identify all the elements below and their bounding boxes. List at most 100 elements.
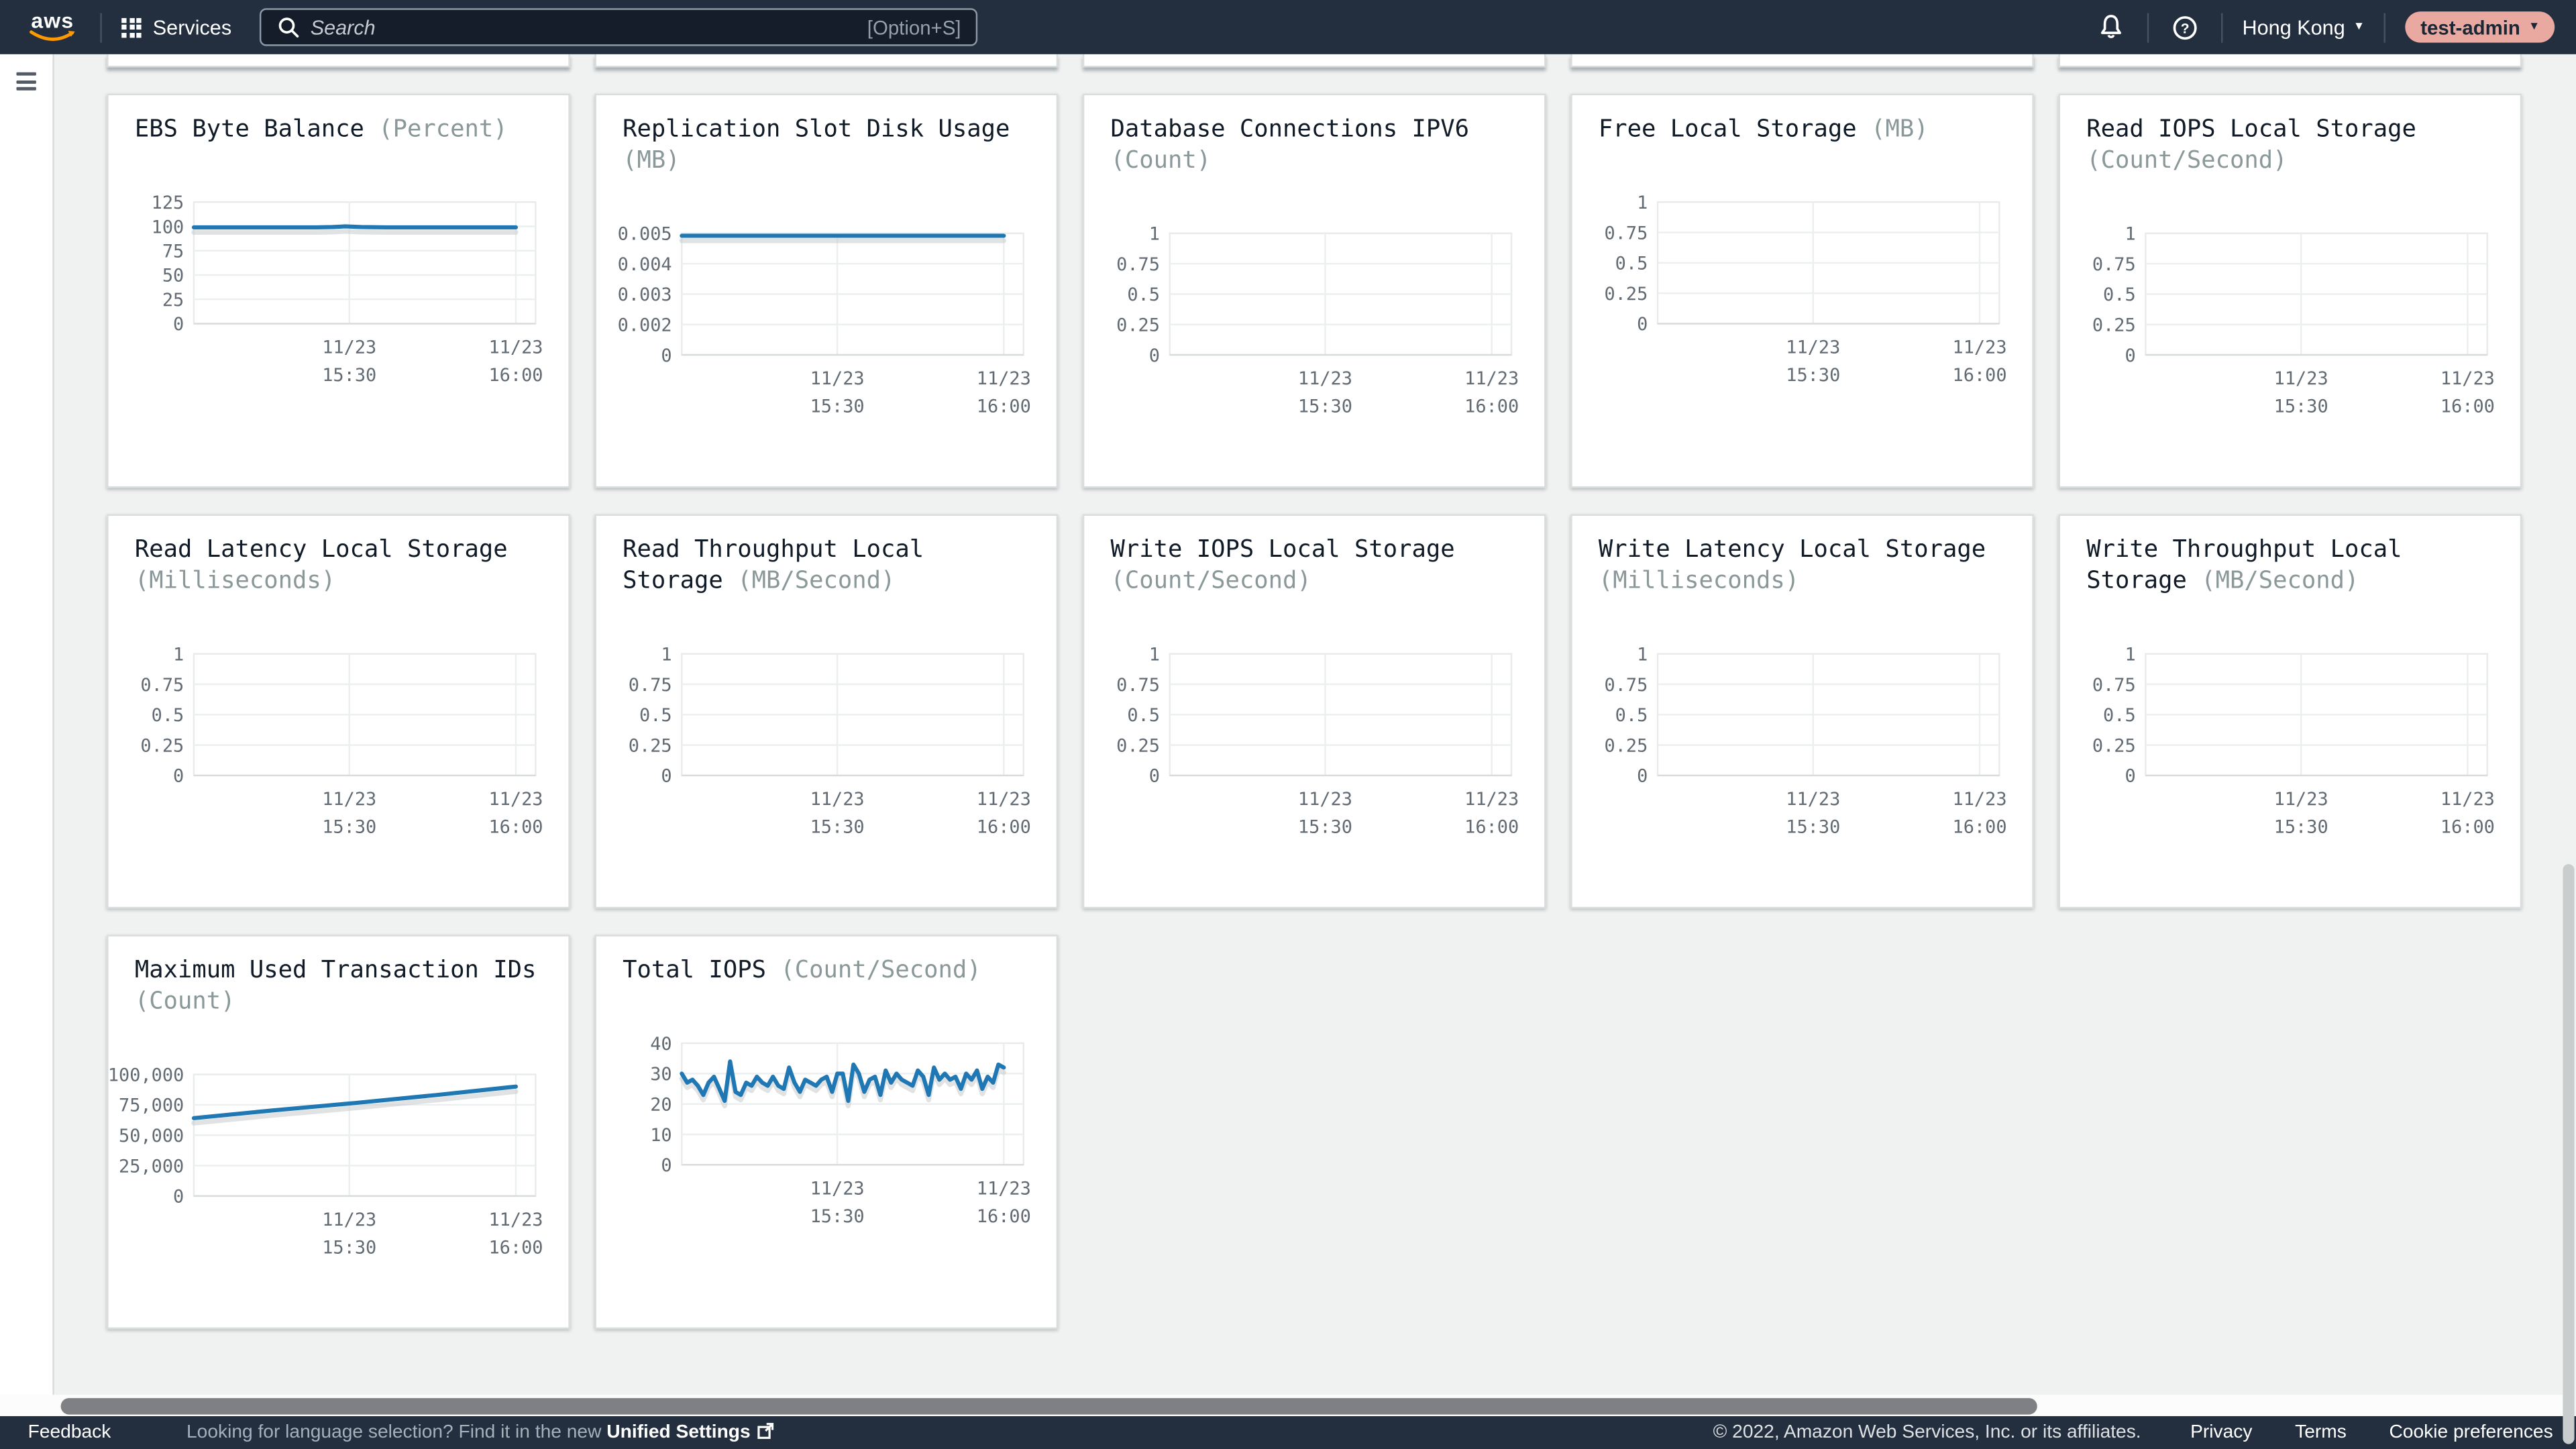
svg-text:0: 0 bbox=[1637, 314, 1648, 335]
svg-text:11/23: 11/23 bbox=[488, 1210, 543, 1230]
metric-title-text: Read Latency Local Storage bbox=[134, 537, 508, 564]
svg-text:15:30: 15:30 bbox=[1298, 396, 1352, 417]
metric-title: Database Connections IPV6 (Count) bbox=[1084, 95, 1544, 177]
help-button[interactable]: ? bbox=[2168, 14, 2201, 40]
account-label: test-admin bbox=[2420, 15, 2520, 39]
horizontal-scrollbar-thumb[interactable] bbox=[60, 1397, 2037, 1414]
vertical-scrollbar-thumb[interactable] bbox=[2562, 864, 2574, 1444]
side-menu-toggle[interactable] bbox=[16, 72, 36, 91]
metric-title: Write IOPS Local Storage (Count/Second) bbox=[1084, 516, 1544, 598]
svg-text:1: 1 bbox=[1637, 644, 1648, 665]
help-icon: ? bbox=[2173, 15, 2197, 39]
divider bbox=[2384, 12, 2386, 42]
metric-chart: 1 0.75 0.5 0.25 0 11/23 15:30 11/23 16:00 bbox=[629, 644, 1031, 838]
metric-chart: 0.005 0.004 0.003 0.002 0 11/23 15:30 11/23 16:0… bbox=[618, 224, 1031, 417]
metric-title: Total IOPS (Count/Second) bbox=[596, 936, 1057, 987]
divider bbox=[2147, 12, 2149, 42]
footer: Feedback Looking for language selection?… bbox=[0, 1416, 2576, 1449]
svg-text:11/23: 11/23 bbox=[1952, 789, 2006, 810]
svg-text:100: 100 bbox=[152, 217, 184, 237]
svg-text:?: ? bbox=[2180, 20, 2189, 36]
metric-title: Read Latency Local Storage (Milliseconds… bbox=[109, 516, 569, 598]
svg-text:15:30: 15:30 bbox=[1786, 365, 1840, 386]
metric-card: Database Connections IPV6 (Count) 1 0.75 0… bbox=[1082, 93, 1546, 488]
chevron-down-icon: ▼ bbox=[2353, 21, 2365, 33]
svg-text:0: 0 bbox=[1637, 766, 1648, 787]
svg-text:50: 50 bbox=[162, 266, 184, 286]
metric-chart: 1 0.75 0.5 0.25 0 11/23 15:30 11/23 16:00 bbox=[1604, 644, 2006, 838]
bell-icon bbox=[2100, 15, 2121, 38]
svg-text:11/23: 11/23 bbox=[2274, 789, 2328, 810]
divider bbox=[2220, 12, 2223, 42]
metric-title-text: Write Throughput Local Storage bbox=[2086, 537, 2402, 595]
metric-title-text: Read Throughput Local Storage bbox=[623, 537, 924, 595]
metric-unit-text: (Percent) bbox=[378, 116, 508, 144]
metric-card: Write IOPS Local Storage (Count/Second) … bbox=[1082, 514, 1546, 909]
svg-text:20: 20 bbox=[650, 1095, 672, 1116]
metric-unit-text: (Count) bbox=[134, 989, 235, 1016]
svg-text:16:00: 16:00 bbox=[2440, 396, 2495, 417]
metric-chart: 40 30 20 10 0 11/23 15:30 11/23 16:00 bbox=[650, 1034, 1031, 1227]
metric-title-text: EBS Byte Balance bbox=[134, 116, 379, 144]
svg-text:15:30: 15:30 bbox=[810, 1206, 865, 1227]
svg-text:75: 75 bbox=[162, 241, 184, 262]
svg-text:0: 0 bbox=[661, 1155, 672, 1176]
svg-text:0.004: 0.004 bbox=[618, 254, 672, 275]
metric-chart: 1 0.75 0.5 0.25 0 11/23 15:30 11/23 16:00 bbox=[1604, 193, 2006, 386]
svg-text:0.75: 0.75 bbox=[629, 675, 672, 696]
svg-text:15:30: 15:30 bbox=[1298, 817, 1352, 838]
svg-text:0: 0 bbox=[661, 766, 672, 787]
privacy-link[interactable]: Privacy bbox=[2190, 1422, 2253, 1443]
charts-grid: EBS Byte Balance (Percent) 125 100 75 50 25 0… bbox=[107, 93, 2522, 1330]
svg-text:11/23: 11/23 bbox=[1464, 789, 1519, 810]
svg-text:0.5: 0.5 bbox=[2103, 284, 2136, 305]
search-input[interactable] bbox=[310, 15, 867, 39]
terms-link[interactable]: Terms bbox=[2295, 1422, 2347, 1443]
svg-text:16:00: 16:00 bbox=[488, 365, 543, 386]
svg-text:25,000: 25,000 bbox=[119, 1156, 184, 1177]
svg-text:0: 0 bbox=[173, 314, 184, 335]
notifications-button[interactable] bbox=[2094, 13, 2127, 42]
svg-text:1: 1 bbox=[1149, 644, 1160, 665]
partial-cards-row bbox=[107, 54, 2522, 68]
svg-text:11/23: 11/23 bbox=[977, 368, 1031, 389]
language-hint-text: Looking for language selection? Find it … bbox=[186, 1422, 607, 1443]
svg-text:15:30: 15:30 bbox=[1786, 817, 1840, 838]
svg-text:0.5: 0.5 bbox=[1615, 705, 1648, 726]
svg-text:0.5: 0.5 bbox=[1127, 284, 1160, 305]
svg-text:15:30: 15:30 bbox=[322, 365, 376, 386]
svg-text:0.25: 0.25 bbox=[2092, 735, 2136, 756]
svg-text:10: 10 bbox=[650, 1125, 672, 1146]
svg-text:0.25: 0.25 bbox=[1116, 315, 1160, 335]
svg-text:15:30: 15:30 bbox=[810, 817, 865, 838]
metric-card: Write Throughput Local Storage (MB/Secon… bbox=[2058, 514, 2522, 909]
region-selector[interactable]: Hong Kong ▼ bbox=[2243, 15, 2365, 38]
chevron-down-icon: ▼ bbox=[2528, 21, 2540, 33]
search-box[interactable]: [Option+S] bbox=[259, 8, 977, 46]
metric-title: Read Throughput Local Storage (MB/Second… bbox=[596, 516, 1057, 598]
metric-title-text: Free Local Storage bbox=[1598, 116, 1872, 144]
svg-text:11/23: 11/23 bbox=[977, 1178, 1031, 1199]
cookie-preferences-link[interactable]: Cookie preferences bbox=[2389, 1422, 2553, 1443]
svg-text:15:30: 15:30 bbox=[2274, 396, 2328, 417]
svg-text:0.5: 0.5 bbox=[152, 705, 184, 726]
svg-text:0: 0 bbox=[661, 345, 672, 366]
metric-chart: 100,000 75,000 50,000 25,000 0 11/23 15:30 11/2… bbox=[109, 1065, 543, 1258]
svg-text:0.25: 0.25 bbox=[140, 735, 184, 756]
partial-card bbox=[1082, 54, 1546, 68]
unified-settings-link[interactable]: Unified Settings bbox=[606, 1422, 751, 1443]
metric-unit-text: (Count/Second) bbox=[2086, 148, 2288, 174]
horizontal-scrollbar[interactable] bbox=[0, 1395, 2563, 1417]
metric-title-text: Write IOPS Local Storage bbox=[1110, 537, 1455, 564]
metric-title-text: Total IOPS bbox=[623, 957, 781, 984]
services-menu-button[interactable]: Services bbox=[121, 15, 231, 39]
svg-text:0.002: 0.002 bbox=[618, 315, 672, 335]
svg-text:11/23: 11/23 bbox=[810, 789, 865, 810]
svg-text:0.5: 0.5 bbox=[2103, 705, 2136, 726]
svg-text:0: 0 bbox=[1149, 766, 1160, 787]
account-menu[interactable]: test-admin ▼ bbox=[2406, 11, 2555, 43]
aws-logo[interactable]: aws bbox=[25, 9, 80, 44]
metric-unit-text: (Milliseconds) bbox=[1598, 568, 1800, 595]
svg-text:0.75: 0.75 bbox=[2092, 254, 2136, 275]
feedback-link[interactable]: Feedback bbox=[28, 1422, 111, 1443]
